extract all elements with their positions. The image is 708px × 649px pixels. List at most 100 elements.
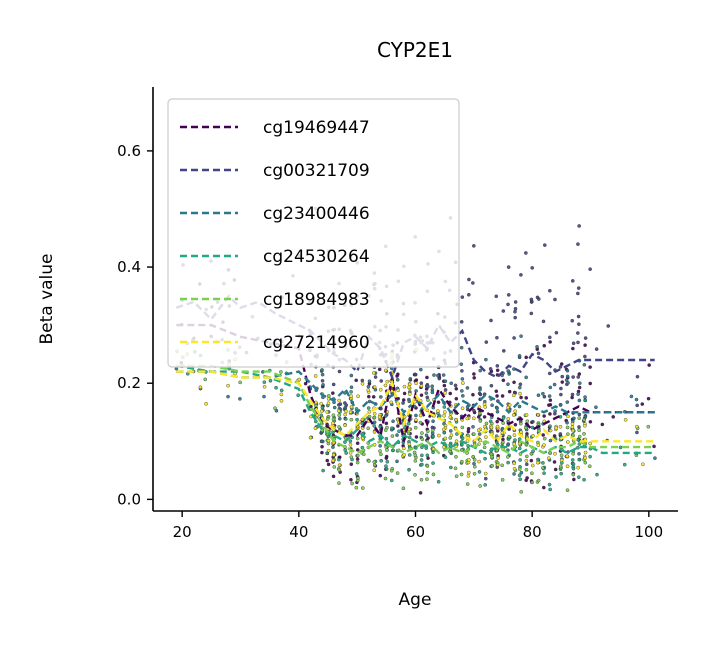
scatter-point bbox=[203, 377, 208, 382]
scatter-point bbox=[576, 291, 580, 296]
scatter-point bbox=[513, 300, 518, 304]
scatter-point bbox=[611, 415, 616, 419]
scatter-point bbox=[466, 429, 471, 434]
scatter-point bbox=[371, 395, 376, 399]
x-tick-label: 60 bbox=[406, 523, 425, 541]
scatter-point bbox=[331, 445, 335, 449]
scatter-point bbox=[517, 467, 522, 471]
scatter-point bbox=[565, 488, 570, 493]
scatter-point bbox=[379, 395, 383, 399]
scatter-point bbox=[379, 452, 383, 457]
scatter-point bbox=[383, 368, 388, 373]
scatter-point bbox=[565, 420, 569, 425]
y-tick-label: 0.4 bbox=[117, 258, 141, 276]
scatter-point bbox=[385, 459, 390, 464]
scatter-point bbox=[361, 452, 366, 457]
scatter-point bbox=[565, 454, 569, 458]
scatter-point bbox=[320, 405, 325, 410]
scatter-point bbox=[459, 448, 464, 452]
scatter-point bbox=[360, 421, 364, 426]
scatter-point bbox=[635, 424, 639, 429]
trend-line-cg27214960 bbox=[176, 370, 655, 444]
scatter-point bbox=[576, 286, 581, 290]
scatter-point bbox=[383, 428, 388, 432]
scatter-point bbox=[414, 381, 418, 386]
scatter-point bbox=[541, 461, 545, 465]
scatter-point bbox=[535, 460, 540, 465]
scatter-point bbox=[413, 459, 418, 463]
scatter-point bbox=[477, 459, 481, 464]
legend-label: cg18984983 bbox=[263, 290, 370, 310]
scatter-point bbox=[577, 416, 581, 420]
scatter-point bbox=[541, 433, 546, 437]
scatter-point bbox=[337, 481, 341, 485]
scatter-point bbox=[460, 436, 465, 441]
scatter-point bbox=[488, 367, 493, 371]
trend-line-cg24530264 bbox=[176, 364, 655, 455]
scatter-point bbox=[459, 472, 464, 477]
scatter-point bbox=[472, 244, 476, 248]
scatter-point bbox=[553, 467, 558, 472]
scatter-point bbox=[443, 410, 447, 414]
scatter-point bbox=[517, 385, 522, 390]
scatter-point bbox=[511, 413, 516, 417]
scatter-point bbox=[372, 415, 377, 420]
scatter-point bbox=[582, 363, 587, 367]
scatter-point bbox=[577, 398, 582, 403]
scatter-point bbox=[495, 394, 499, 398]
scatter-point bbox=[548, 424, 552, 428]
scatter-point bbox=[325, 417, 330, 421]
scatter-point bbox=[635, 403, 639, 408]
scatter-point bbox=[389, 400, 394, 405]
scatter-point bbox=[517, 473, 522, 478]
scatter-point bbox=[325, 410, 329, 414]
scatter-point bbox=[483, 476, 488, 481]
scatter-point bbox=[326, 448, 331, 453]
scatter-point bbox=[571, 375, 575, 379]
scatter-point bbox=[618, 445, 623, 450]
scatter-point bbox=[518, 458, 522, 462]
scatter-point bbox=[518, 391, 522, 396]
scatter-point bbox=[467, 458, 471, 462]
scatter-point bbox=[354, 378, 358, 383]
scatter-point bbox=[425, 477, 429, 481]
scatter-point bbox=[332, 405, 337, 410]
scatter-point bbox=[389, 478, 394, 483]
scatter-point bbox=[279, 399, 284, 403]
scatter-point bbox=[372, 463, 377, 467]
scatter-point bbox=[577, 224, 581, 228]
scatter-point bbox=[546, 456, 551, 460]
scatter-point bbox=[577, 457, 581, 462]
scatter-point bbox=[443, 436, 448, 441]
scatter-point bbox=[356, 476, 360, 480]
scatter-point bbox=[320, 444, 324, 449]
scatter-point bbox=[331, 474, 336, 479]
scatter-point bbox=[530, 266, 535, 270]
scatter-point bbox=[354, 472, 359, 476]
scatter-point bbox=[571, 472, 576, 477]
scatter-point bbox=[576, 375, 581, 379]
scatter-point bbox=[484, 357, 488, 362]
scatter-point bbox=[506, 302, 510, 307]
scatter-point bbox=[384, 436, 389, 441]
scatter-point bbox=[320, 450, 324, 455]
scatter-point bbox=[548, 340, 552, 344]
scatter-point bbox=[537, 428, 541, 433]
scatter-point bbox=[524, 396, 529, 400]
scatter-point bbox=[397, 429, 401, 434]
scatter-point bbox=[647, 363, 651, 367]
scatter-point bbox=[577, 385, 582, 390]
scatter-point bbox=[336, 409, 341, 413]
scatter-point bbox=[537, 297, 541, 301]
scatter-point bbox=[360, 378, 365, 383]
scatter-point bbox=[395, 374, 399, 378]
scatter-point bbox=[361, 486, 365, 490]
scatter-point bbox=[524, 467, 529, 472]
scatter-point bbox=[548, 487, 552, 492]
scatter-point bbox=[482, 415, 487, 419]
scatter-point bbox=[518, 477, 522, 482]
scatter-point bbox=[331, 382, 336, 387]
scatter-point bbox=[501, 309, 506, 313]
scatter-point bbox=[460, 406, 465, 411]
scatter-point bbox=[583, 460, 588, 465]
